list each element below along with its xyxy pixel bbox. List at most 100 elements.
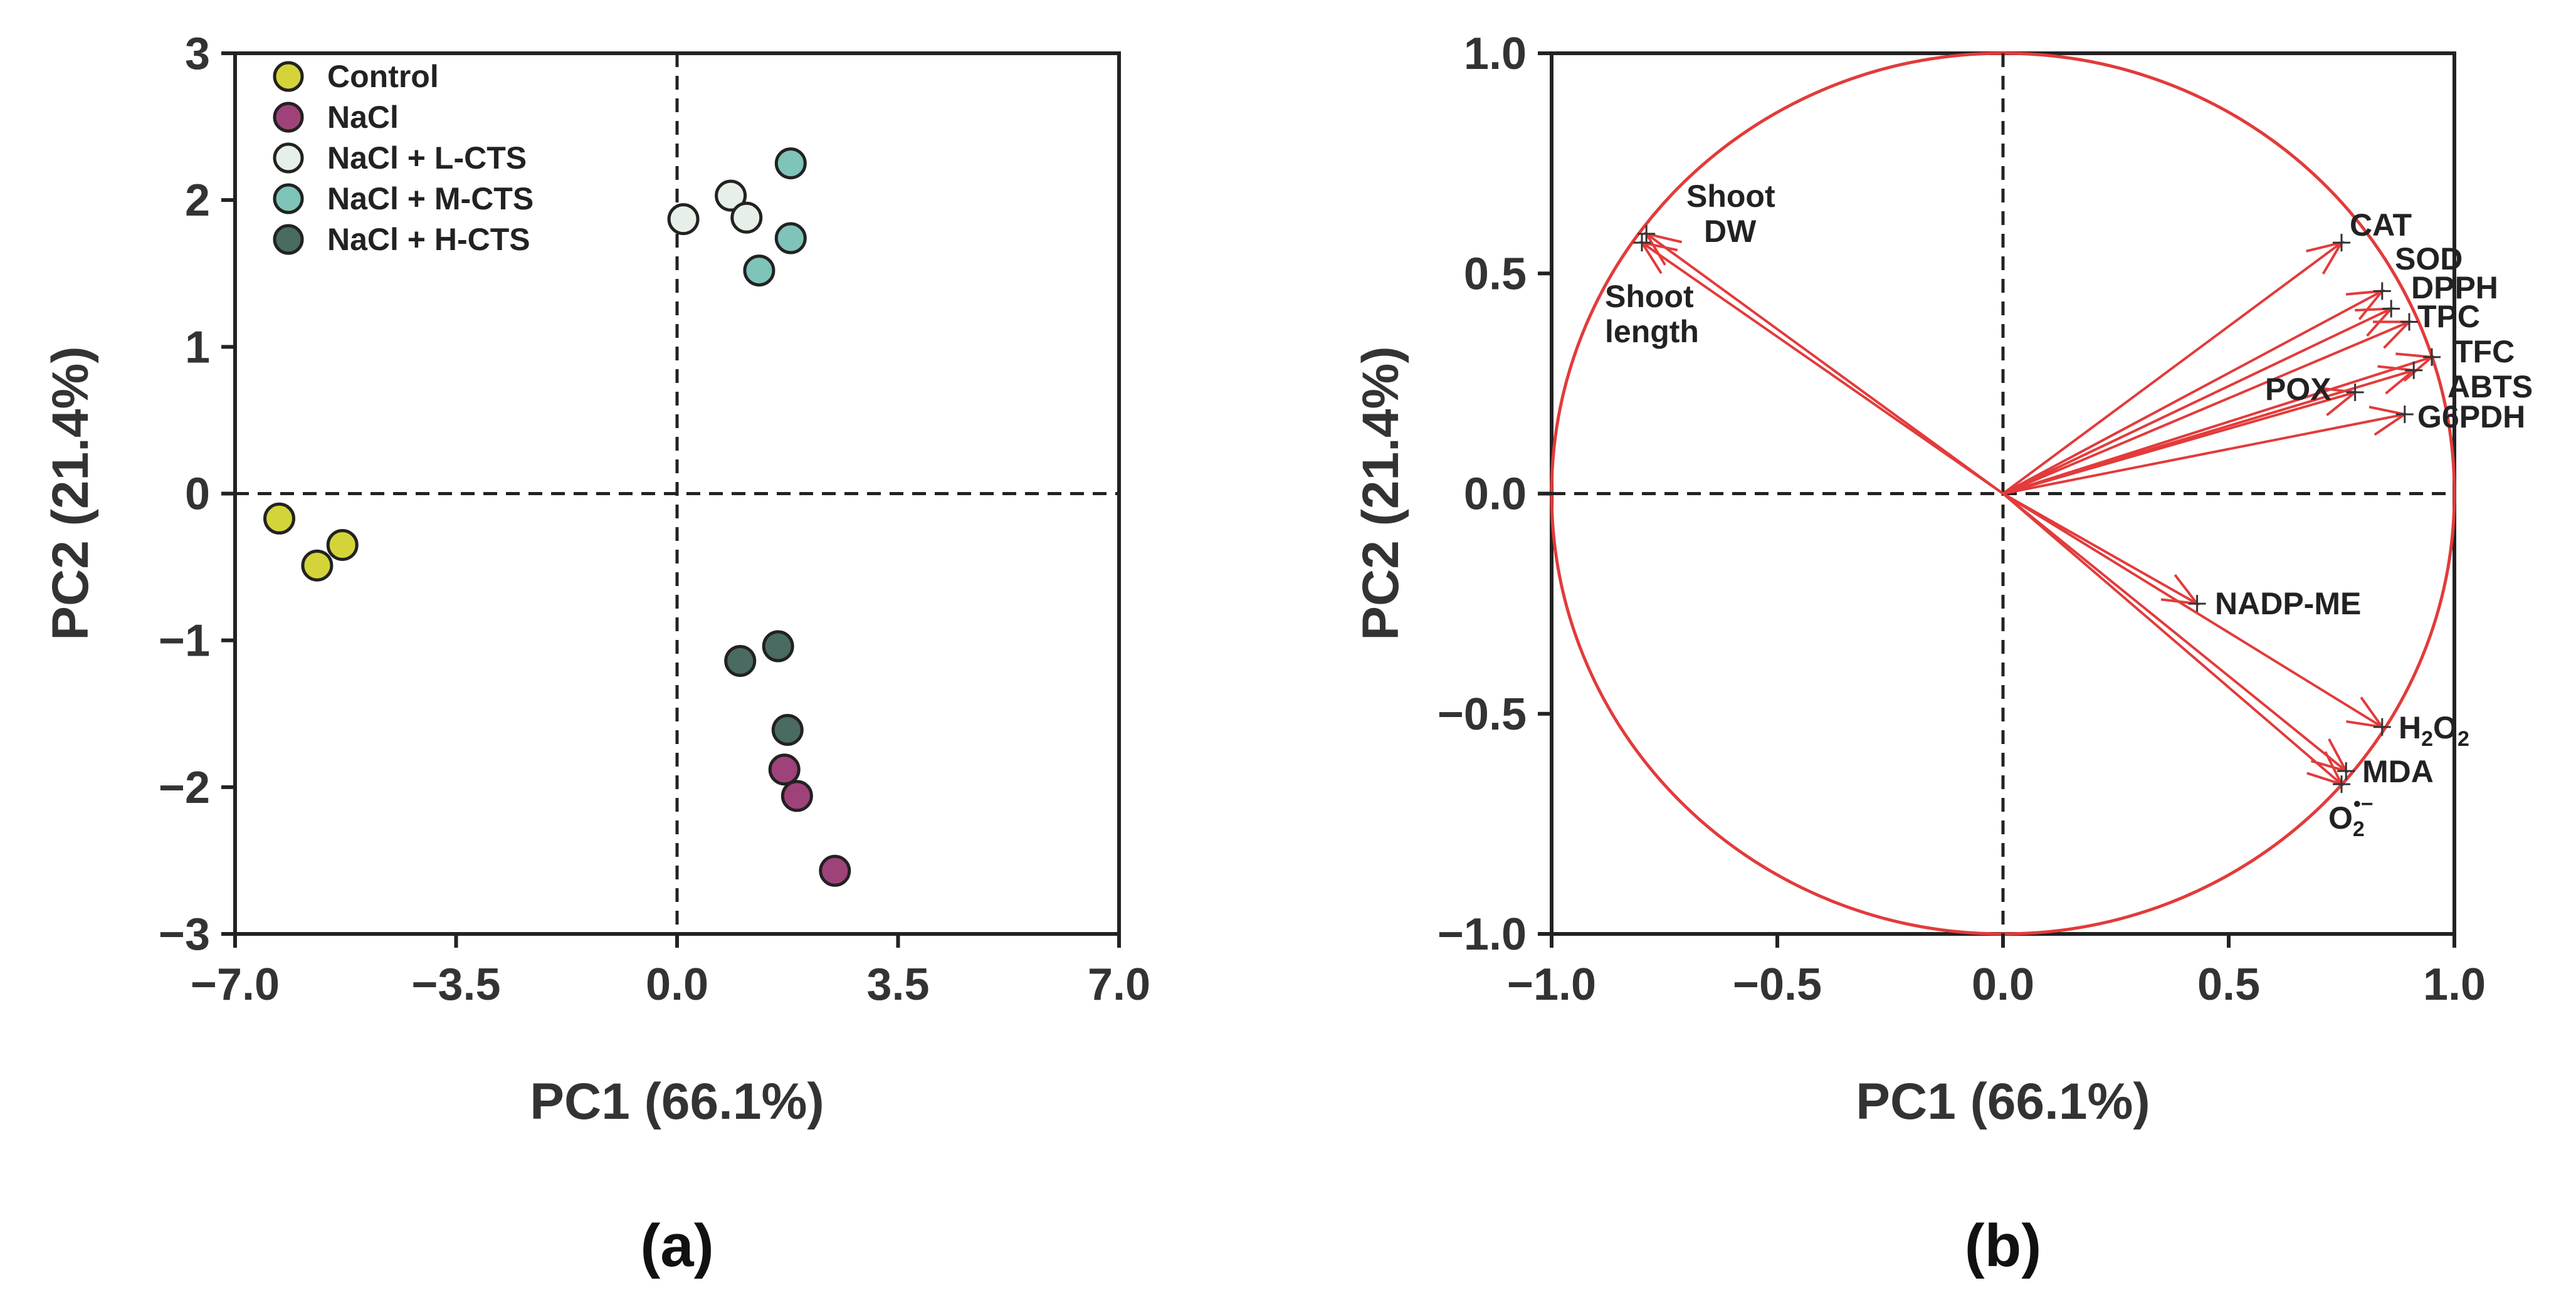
- loading-vector-pox: [2002, 383, 2364, 495]
- vector-label-tpc: TPC: [2417, 299, 2480, 334]
- data-point-nacl: [819, 854, 851, 887]
- vector-label-h2o2: H2O2: [2399, 710, 2469, 751]
- data-point-nacl-m-cts: [743, 254, 775, 287]
- y-tick-label: 0: [185, 469, 210, 520]
- data-point-nacl-l-cts: [715, 179, 747, 212]
- x-tick-label: 0.0: [646, 960, 708, 1010]
- vector-label-shoot-length-line2: length: [1605, 314, 1699, 349]
- y-tick-label: −1: [159, 616, 210, 666]
- data-point-nacl-m-cts: [774, 222, 807, 254]
- legend-swatch: [273, 183, 304, 214]
- x-tick-label: −3.5: [411, 960, 500, 1010]
- vector-shaft: [2002, 320, 2410, 495]
- y-tick-label: 0.0: [1464, 469, 1527, 520]
- panel-b-y-axis-title: PC2 (21.4%): [1352, 346, 1409, 640]
- vector-shaft: [2002, 492, 2198, 605]
- legend-label: NaCl + L-CTS: [327, 140, 527, 176]
- vector-label-sod: SOD: [2395, 241, 2463, 276]
- panel-a-legend: Control NaCl NaCl + L-CTS NaCl + M-CTS NaCl …: [273, 59, 534, 257]
- x-tick-label: 1.0: [2423, 960, 2486, 1010]
- y-tick-label: −1.0: [1438, 909, 1527, 960]
- loading-vector-dpph: [2002, 300, 2400, 495]
- y-tick-label: 1.0: [1464, 29, 1527, 79]
- legend-label: Control: [327, 59, 439, 94]
- vector-label-mda: MDA: [2362, 754, 2434, 789]
- x-tick-label: −7.0: [191, 960, 280, 1010]
- vector-shaft: [1646, 233, 2004, 495]
- data-point-nacl-l-cts: [667, 203, 700, 236]
- vector-label-g6pdh: G6PDH: [2417, 399, 2525, 434]
- data-point-nacl-h-cts: [724, 644, 757, 677]
- vector-label-dpph: DPPH: [2411, 270, 2498, 305]
- panel-a-label: (a): [640, 1212, 713, 1279]
- y-tick-label: 2: [185, 176, 210, 226]
- loading-vector-g6pdh: [2002, 406, 2414, 495]
- x-tick-label: 7.0: [1088, 960, 1150, 1010]
- y-tick-label: −2: [159, 763, 210, 813]
- vector-label-shoot-length-line1: Shoot: [1605, 279, 1694, 314]
- loading-vector-shoot-length: [1633, 234, 2004, 495]
- loading-vector-o2-: [2002, 492, 2350, 794]
- vector-label-shoot-dw-line1: Shoot: [1686, 179, 1775, 214]
- vector-shaft: [2002, 241, 2343, 495]
- loading-vector-mda: [2002, 492, 2355, 780]
- legend-swatch: [273, 142, 304, 174]
- loading-vector-tpc: [2002, 313, 2418, 495]
- vector-label-cat: CAT: [2350, 207, 2412, 243]
- legend-label: NaCl + H-CTS: [327, 222, 530, 257]
- panel-b-vectors: [1633, 225, 2441, 794]
- data-point-nacl-h-cts: [771, 714, 804, 747]
- x-tick-label: 0.0: [1972, 960, 2034, 1010]
- y-tick-label: 1: [185, 322, 210, 372]
- panel-b-label: (b): [1965, 1212, 2042, 1279]
- vector-shaft: [2002, 492, 2383, 728]
- x-tick-label: −1.0: [1507, 960, 1596, 1010]
- x-tick-label: 0.5: [2197, 960, 2260, 1010]
- data-point-control: [263, 502, 295, 535]
- legend-swatch: [273, 102, 304, 133]
- data-point-nacl: [781, 780, 813, 812]
- y-tick-label: 0.5: [1464, 249, 1527, 299]
- vector-shaft: [2002, 413, 2405, 495]
- loading-vector-shoot-dw: [1638, 225, 2004, 495]
- y-tick-label: 3: [185, 29, 210, 79]
- vector-label-nadp-me: NADP-ME: [2215, 586, 2361, 621]
- loading-vector-nadp-me: [2002, 492, 2206, 613]
- y-tick-label: −0.5: [1438, 689, 1527, 740]
- loading-vector-sod: [2002, 282, 2391, 495]
- panel-b-x-axis-title: PC1 (66.1%): [1856, 1073, 2150, 1130]
- legend-swatch: [273, 61, 304, 92]
- vector-shaft: [2002, 391, 2356, 495]
- panel-a-points: [263, 147, 851, 887]
- legend-label: NaCl + M-CTS: [327, 181, 534, 216]
- x-tick-label: 3.5: [866, 960, 929, 1010]
- vector-shaft: [2002, 492, 2347, 772]
- vector-shaft: [2002, 290, 2383, 495]
- panel-b: −1.0 −0.5 0.0 0.5 1.0 −1.0 −0.5 0.0 0.5 1.0 Shoot…: [1352, 29, 2533, 1279]
- panel-a-ticks: −7.0 −3.5 0.0 3.5 7.0 −3 −2 −1 0 1 2 3: [159, 29, 1150, 1010]
- data-point-control: [326, 528, 359, 561]
- legend-swatch: [273, 224, 304, 255]
- vector-label-abts: ABTS: [2447, 369, 2533, 404]
- vector-shaft: [2002, 492, 2343, 785]
- panel-a-y-axis-title: PC2 (21.4%): [42, 346, 99, 640]
- panel-b-ticks: −1.0 −0.5 0.0 0.5 1.0 −1.0 −0.5 0.0 0.5 1.0: [1438, 29, 2486, 1010]
- data-point-control: [301, 549, 334, 582]
- x-tick-label: −0.5: [1733, 960, 1822, 1010]
- panel-a: −7.0 −3.5 0.0 3.5 7.0 −3 −2 −1 0 1 2 3 Control NaCl N…: [42, 29, 1150, 1279]
- vector-label-o2-radical: O2•−: [2328, 792, 2374, 841]
- legend-label: NaCl: [327, 100, 399, 135]
- data-point-nacl-m-cts: [774, 147, 807, 180]
- panel-b-vector-labels: Shoot DW Shoot length CAT SOD DPPH TPC T…: [1605, 179, 2533, 841]
- vector-label-tfc: TFC: [2454, 334, 2515, 369]
- vector-shaft: [1641, 241, 2004, 495]
- data-point-nacl: [768, 753, 801, 786]
- vector-shaft: [2002, 307, 2392, 495]
- loading-vector-cat: [2002, 234, 2350, 495]
- panel-a-x-axis-title: PC1 (66.1%): [530, 1073, 824, 1130]
- loading-vector-h2o2: [2002, 492, 2391, 736]
- vector-label-shoot-dw-line2: DW: [1704, 214, 1757, 249]
- data-point-nacl-h-cts: [762, 630, 794, 663]
- y-tick-label: −3: [159, 909, 210, 960]
